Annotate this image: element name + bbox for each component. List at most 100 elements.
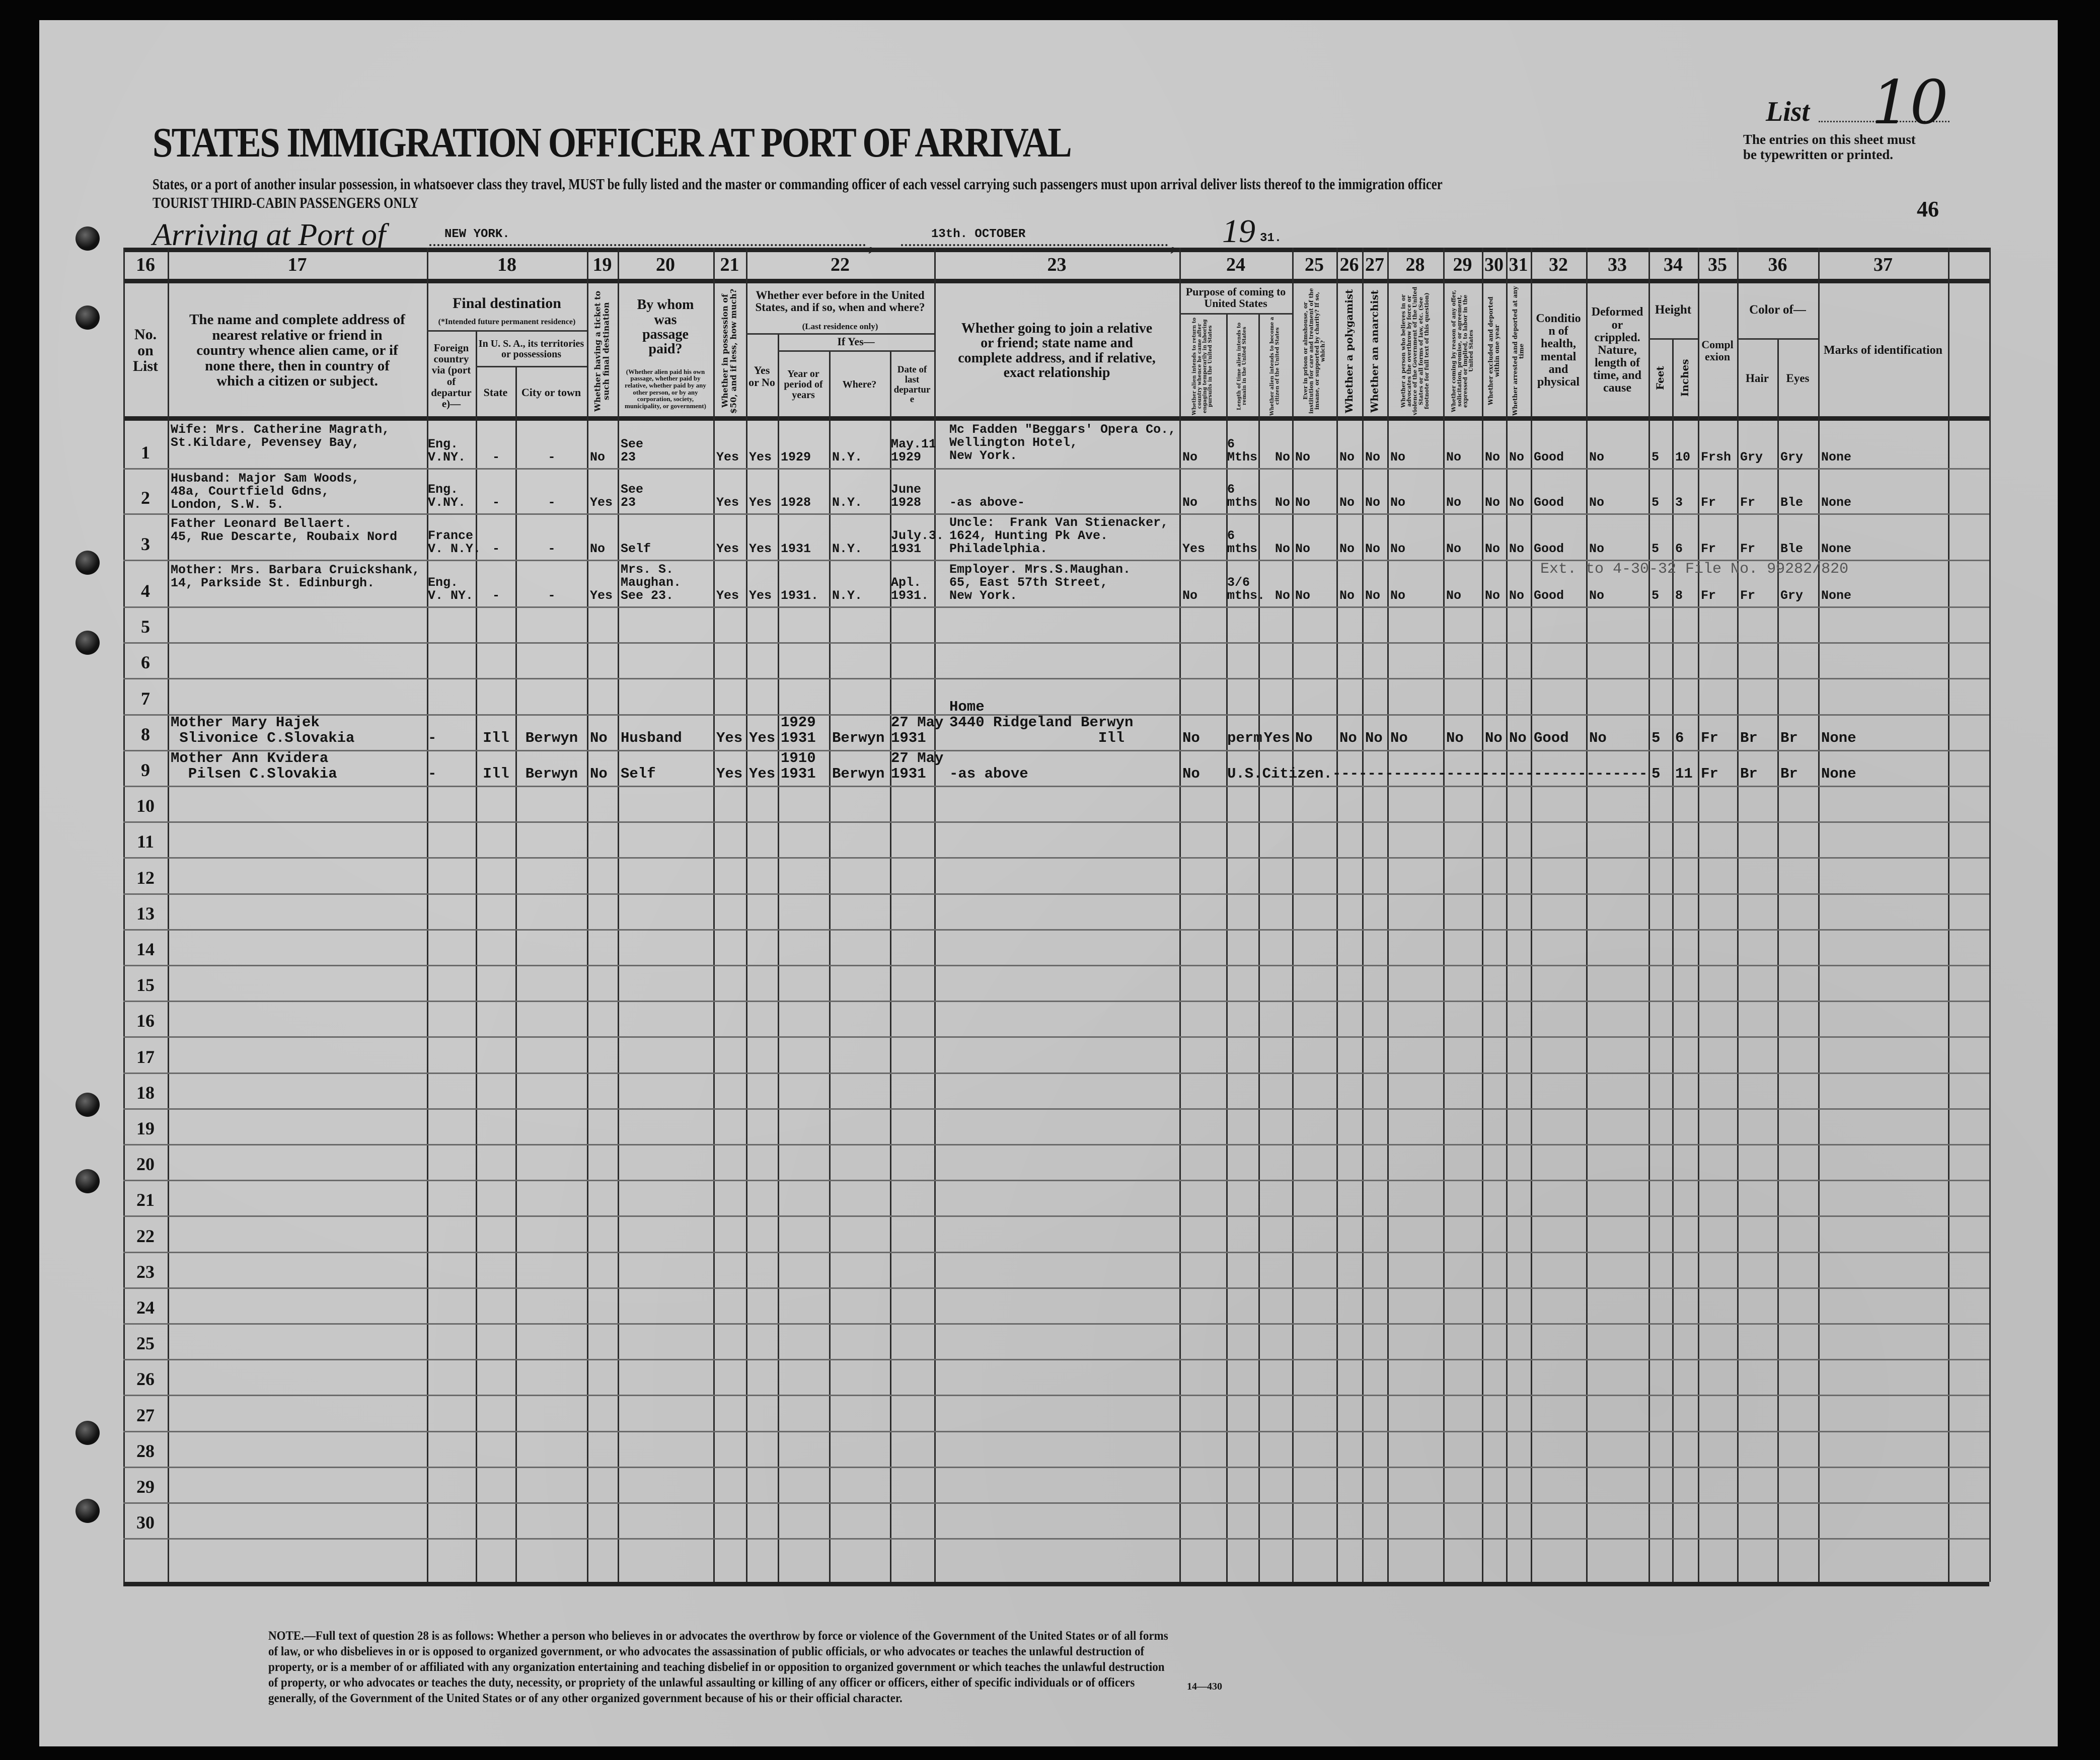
cell-deformed: No — [1589, 730, 1607, 746]
column-divider — [1777, 338, 1779, 1582]
cell-where: N.Y. — [832, 450, 863, 465]
cell-health: Good — [1534, 588, 1564, 603]
header-final-dest-note: (*Intended future permanent residence) — [438, 318, 576, 327]
header-marks: Marks of identification — [1824, 343, 1942, 357]
cell-q28: No — [1390, 495, 1406, 510]
cell-departed: May.11 1929 — [891, 437, 937, 465]
cell-paid-by: Self — [621, 766, 656, 782]
cell-paid-by: Husband — [621, 730, 682, 746]
column-divider — [1292, 248, 1294, 1582]
cell-citizen: No — [1274, 495, 1290, 510]
header-height: Height — [1655, 302, 1692, 317]
column-number: 32 — [1549, 254, 1568, 276]
cell-polygamist: No — [1339, 542, 1355, 556]
cell-paid-by: See 23 — [621, 482, 644, 510]
subheader-rule — [746, 333, 934, 335]
header-before: Whether ever before in the United States… — [755, 288, 925, 314]
cell-eyes: Br — [1780, 766, 1798, 782]
row-number: 10 — [136, 796, 155, 816]
cell-state: - — [492, 588, 500, 603]
cell-length: 6 Mths — [1227, 437, 1258, 465]
header-purpose: Purpose of coming to United States — [1185, 285, 1286, 310]
cell-return: No — [1182, 766, 1200, 782]
cell-year: 1929 1931 — [781, 714, 816, 746]
row-number: 26 — [136, 1369, 155, 1389]
column-divider — [713, 248, 715, 1582]
row-number: 7 — [141, 688, 150, 709]
row-number: 17 — [136, 1047, 155, 1067]
cell-state: Ill — [483, 730, 509, 746]
cell-departed: Apl. 1931. — [891, 575, 929, 603]
cell-anarchist: No — [1365, 588, 1381, 603]
port-value: NEW YORK. — [444, 227, 510, 241]
row-number: 28 — [136, 1441, 155, 1461]
column-number: 31 — [1509, 254, 1528, 276]
row-rule — [123, 678, 1989, 679]
cell-foreign: Eng. V.NY. — [428, 482, 466, 510]
row-number: 13 — [136, 903, 155, 924]
cell-where: N.Y. — [832, 588, 863, 603]
row-rule — [123, 821, 1989, 823]
row-rule — [123, 1323, 1989, 1325]
row-rule — [123, 965, 1989, 966]
row-number: 24 — [136, 1297, 155, 1318]
column-divider — [746, 248, 747, 1582]
cell-hair: Fr — [1740, 588, 1756, 603]
column-divider — [1482, 248, 1483, 1582]
header-foreign: Foreign country via (port of departure)— — [431, 342, 472, 410]
cell-contract: No — [1446, 588, 1462, 603]
cell-money: Yes — [716, 766, 743, 782]
row-rule — [123, 642, 1989, 644]
cell-polygamist: No — [1339, 495, 1355, 510]
cell-return: No — [1182, 450, 1198, 465]
cell-excluded: No — [1485, 542, 1501, 556]
cell-health: Good — [1534, 450, 1564, 465]
cell-return: Yes — [1182, 542, 1206, 556]
cell-join: -as above — [949, 766, 1028, 782]
row-rule — [123, 750, 1989, 751]
cell-excluded: No — [1485, 730, 1503, 746]
column-number: 30 — [1484, 254, 1504, 276]
table-top-rule — [123, 248, 1989, 252]
subheader-rule — [778, 350, 934, 352]
cell-length: 3/6 mths. — [1227, 575, 1265, 603]
extension-annotation: Ext. to 4-30-32 File No. 99282/820 — [1540, 561, 1849, 578]
row-number: 18 — [136, 1083, 155, 1103]
cell-marks: None — [1821, 730, 1856, 746]
cell-paid-by: See 23 — [621, 437, 644, 465]
header-citizen: Whether alien intends to become a citize… — [1269, 317, 1281, 416]
cell-foreign: - — [428, 766, 437, 782]
column-divider — [1258, 313, 1260, 1582]
column-divider — [1989, 248, 1991, 1582]
header-money: Whether in possession of $50, and if les… — [720, 288, 738, 414]
cell-arrested: No — [1509, 495, 1525, 510]
cell-return: No — [1182, 495, 1198, 510]
cell-prison: No — [1295, 730, 1313, 746]
cell-prison: No — [1295, 450, 1311, 465]
column-divider — [123, 248, 125, 1582]
row-number: 23 — [136, 1262, 155, 1282]
column-divider — [1226, 313, 1228, 1582]
punch-hole — [76, 631, 100, 655]
cell-where: Berwyn — [832, 730, 885, 746]
cell-inches: 8 — [1675, 588, 1683, 603]
punch-hole — [76, 1499, 100, 1523]
cell-departed: June 1928 — [891, 482, 922, 510]
cell-foreign: - — [428, 730, 437, 746]
cell-q28: No — [1390, 730, 1408, 746]
column-number: 35 — [1708, 254, 1727, 276]
header-color-of: Color of— — [1749, 302, 1806, 317]
header-state: State — [483, 386, 508, 399]
cell-arrested: No — [1509, 450, 1525, 465]
cell-q28: No — [1390, 588, 1406, 603]
cell-join: Uncle: Frank Van Stienacker, 1624, Hunti… — [949, 515, 1169, 556]
entries-notice: The entries on this sheet must — [1743, 132, 1916, 147]
cell-length: U.S.Citizen.----------------------------… — [1227, 766, 1648, 782]
passenger-class-line: TOURIST THIRD-CABIN PASSENGERS ONLY — [153, 194, 419, 211]
row-rule — [123, 513, 1989, 515]
cell-ticket: No — [590, 766, 608, 782]
cell-anarchist: No — [1365, 542, 1381, 556]
punch-hole — [76, 551, 100, 575]
column-divider — [168, 248, 169, 1582]
cell-q28: No — [1390, 450, 1406, 465]
